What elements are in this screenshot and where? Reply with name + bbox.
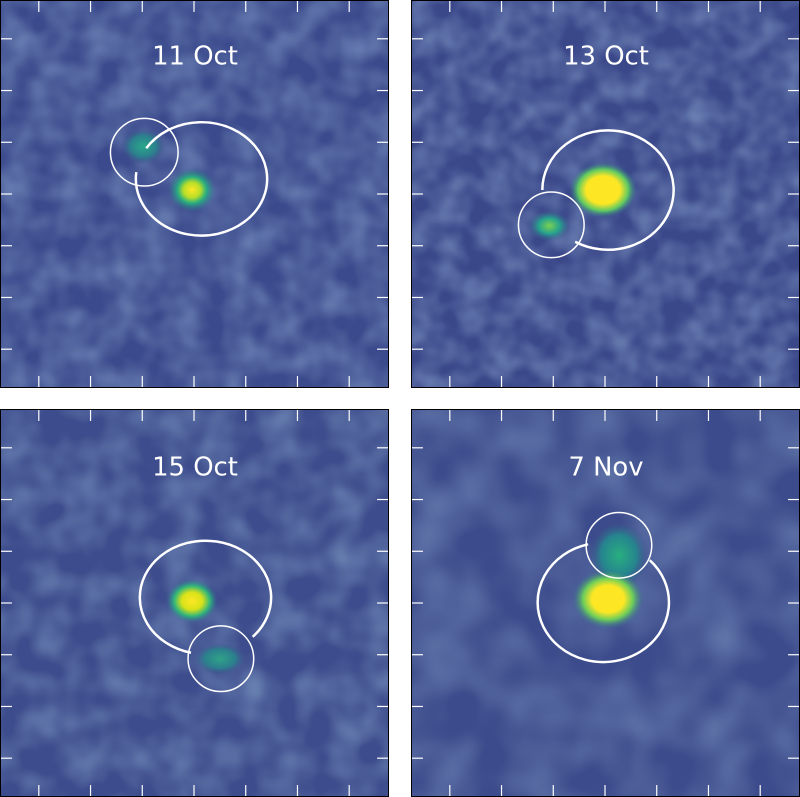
large-ellipse-outline — [138, 539, 273, 654]
panel-date-label: 13 Oct — [563, 42, 649, 72]
large-ellipse-outline — [541, 129, 675, 251]
tick-marks — [1, 1, 388, 387]
large-ellipse-outline — [134, 120, 269, 237]
companion-blob — [194, 642, 246, 675]
panel-date-label: 15 Oct — [152, 453, 238, 483]
source-blob — [569, 162, 637, 218]
panel-date-label: 11 Oct — [152, 42, 238, 72]
panel-image: 13 Oct — [412, 1, 799, 387]
source-blob — [168, 168, 216, 212]
panel-image: 7 Nov — [412, 410, 799, 796]
image-panel-13-oct: 13 Oct — [411, 0, 800, 388]
source-blob — [572, 569, 644, 629]
tick-marks — [412, 410, 799, 796]
small-circle-outline — [109, 117, 179, 187]
panel-image: 15 Oct — [1, 410, 388, 796]
image-panel-15-oct: 15 Oct — [0, 409, 389, 797]
image-panel-11-oct: 11 Oct — [0, 0, 389, 388]
companion-blob — [527, 209, 572, 242]
tick-marks — [412, 1, 799, 387]
tick-marks — [1, 410, 388, 796]
panel-image: 11 Oct — [1, 1, 388, 387]
small-circle-outline — [585, 511, 653, 579]
large-ellipse-outline — [536, 543, 671, 664]
small-circle-outline — [517, 191, 585, 259]
source-blob — [166, 579, 218, 623]
small-circle-outline — [187, 625, 255, 693]
panel-date-label: 7 Nov — [568, 453, 643, 483]
companion-blob — [121, 128, 166, 165]
image-panel-7-nov: 7 Nov — [411, 409, 800, 797]
